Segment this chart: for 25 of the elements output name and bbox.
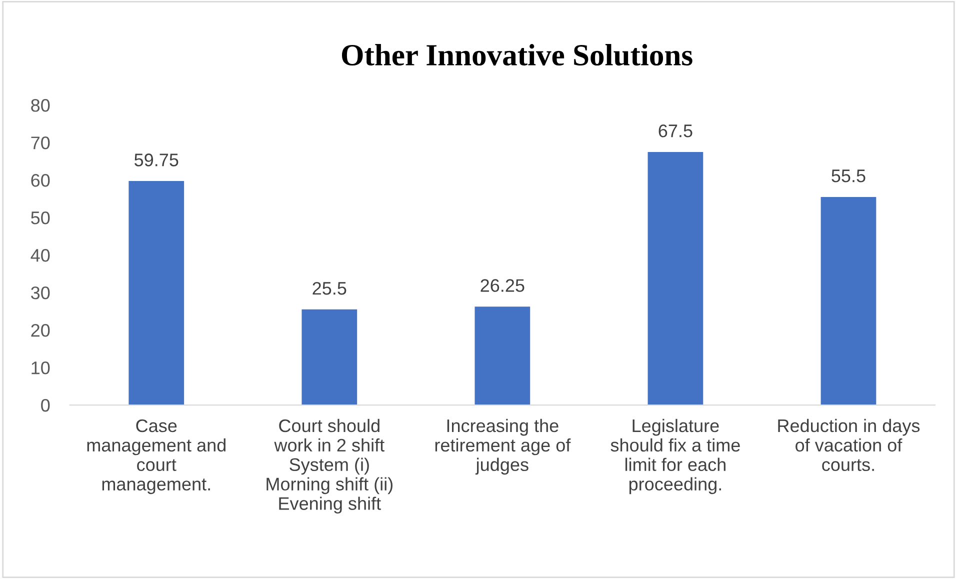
chart-title: Other Innovative Solutions bbox=[342, 44, 692, 66]
y-tick-label: 0 bbox=[41, 398, 50, 412]
y-tick-label: 60 bbox=[31, 174, 50, 187]
x-tick-label: Legislature should fix a time limit for each proceeding. bbox=[610, 418, 740, 494]
data-label: 67.5 bbox=[658, 124, 692, 138]
bar bbox=[474, 306, 530, 406]
bar bbox=[128, 181, 184, 406]
data-label: 26.25 bbox=[480, 279, 524, 292]
bar bbox=[820, 196, 876, 406]
y-tick-label: 80 bbox=[31, 99, 50, 112]
y-tick-label: 70 bbox=[31, 136, 50, 150]
x-tick-label: Increasing the retirement age of judges bbox=[435, 418, 571, 475]
y-tick-label: 30 bbox=[31, 286, 50, 300]
x-tick-label: Reduction in days of vacation of courts. bbox=[778, 418, 920, 472]
data-label: 55.5 bbox=[832, 170, 866, 182]
data-label: 59.75 bbox=[134, 154, 178, 166]
y-tick-label: 10 bbox=[32, 361, 50, 374]
y-tick-label: 20 bbox=[31, 324, 50, 337]
data-label: 25.5 bbox=[312, 282, 346, 295]
bar bbox=[302, 309, 358, 406]
x-tick-label: Case management and court management. bbox=[87, 419, 226, 494]
bar bbox=[648, 152, 704, 406]
y-tick-label: 50 bbox=[31, 211, 50, 224]
x-tick-label: Court should work in 2 shift System (i) Morning shift (ii) Evening shift bbox=[266, 418, 392, 514]
y-tick-label: 40 bbox=[30, 248, 50, 262]
